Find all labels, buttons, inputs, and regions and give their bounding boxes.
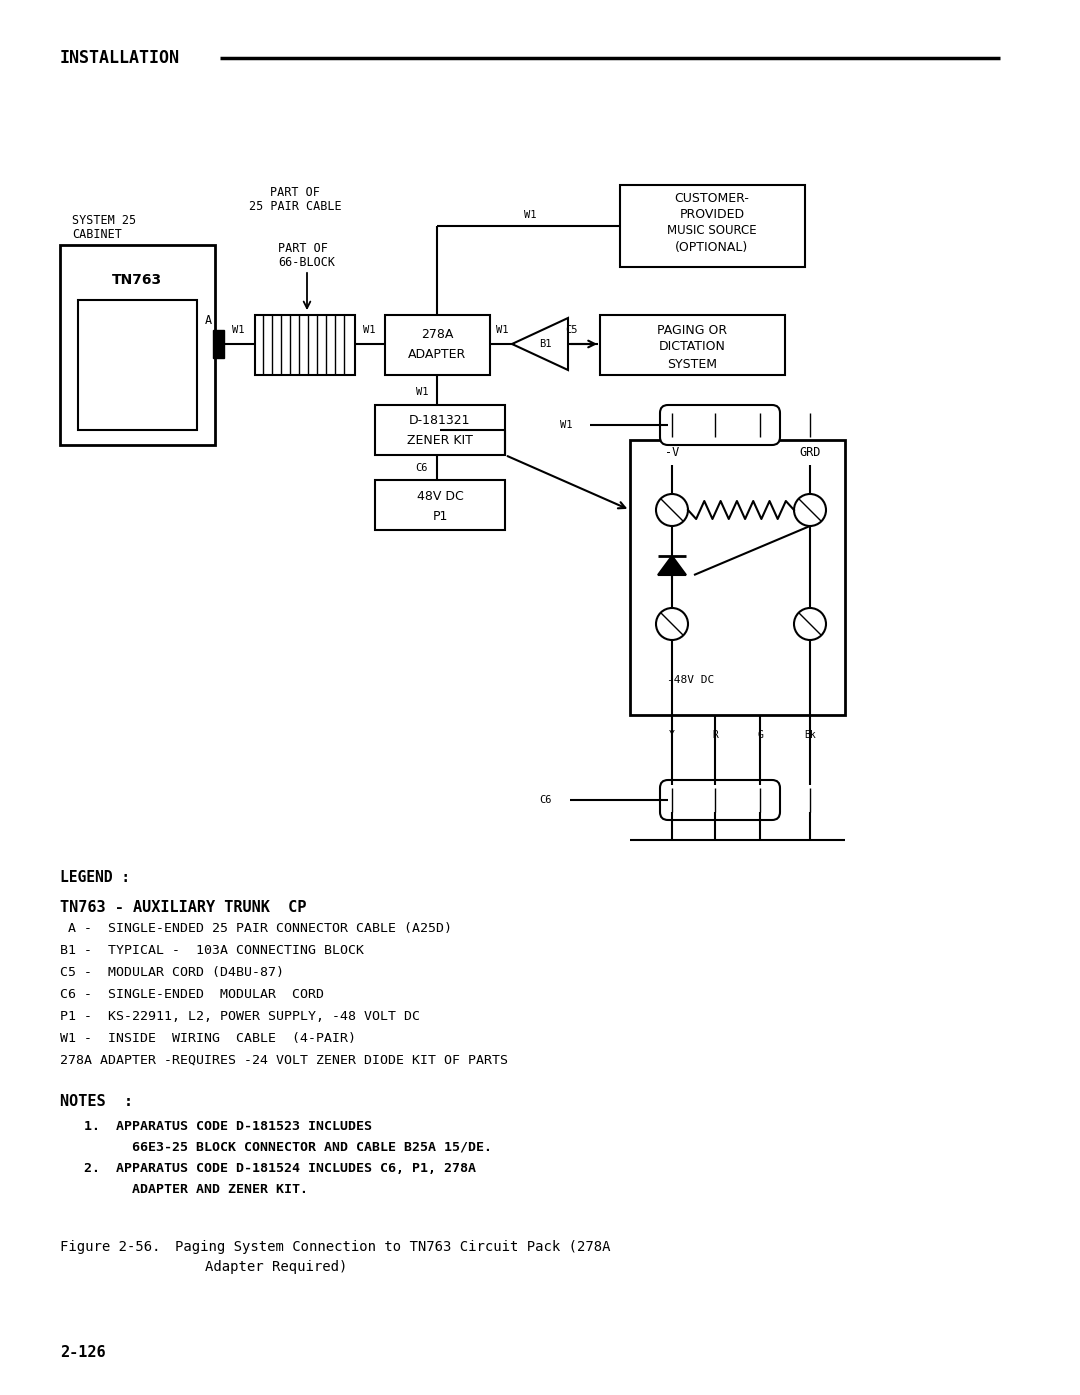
Text: CABINET: CABINET bbox=[72, 229, 122, 241]
Text: 66-BLOCK: 66-BLOCK bbox=[278, 257, 335, 269]
Text: 278A: 278A bbox=[421, 328, 454, 342]
Text: 1.  APPARATUS CODE D-181523 INCLUDES: 1. APPARATUS CODE D-181523 INCLUDES bbox=[60, 1120, 372, 1133]
Bar bbox=[384, 315, 490, 375]
Text: 278A ADAPTER -REQUIRES -24 VOLT ZENER DIODE KIT OF PARTS: 278A ADAPTER -REQUIRES -24 VOLT ZENER DI… bbox=[60, 1055, 508, 1067]
Text: P1 -  KS-22911, L2, POWER SUPPLY, -48 VOLT DC: P1 - KS-22911, L2, POWER SUPPLY, -48 VOL… bbox=[60, 1010, 420, 1023]
Text: ADAPTER: ADAPTER bbox=[408, 349, 467, 361]
Text: -V: -V bbox=[665, 446, 679, 459]
Text: C5 -  MODULAR CORD (D4BU-87): C5 - MODULAR CORD (D4BU-87) bbox=[60, 965, 284, 979]
Text: W1: W1 bbox=[496, 325, 509, 335]
Text: Figure 2-56.: Figure 2-56. bbox=[60, 1240, 161, 1254]
Text: SYSTEM 25: SYSTEM 25 bbox=[72, 213, 136, 226]
Text: -48V DC: -48V DC bbox=[667, 675, 714, 685]
Text: W1: W1 bbox=[561, 420, 572, 430]
Bar bbox=[60, 246, 215, 445]
Bar bbox=[375, 480, 505, 530]
Polygon shape bbox=[512, 318, 568, 370]
Text: Paging System Connection to TN763 Circuit Pack (278A: Paging System Connection to TN763 Circui… bbox=[175, 1240, 610, 1254]
Text: C5: C5 bbox=[565, 325, 577, 335]
Text: Bk: Bk bbox=[805, 730, 815, 739]
Text: P1: P1 bbox=[432, 509, 448, 523]
Text: B1: B1 bbox=[539, 339, 551, 349]
Text: W1: W1 bbox=[363, 325, 375, 335]
Text: NOTES  :: NOTES : bbox=[60, 1094, 133, 1109]
Text: C6: C6 bbox=[416, 463, 429, 473]
FancyBboxPatch shape bbox=[660, 780, 780, 820]
Text: 2.  APPARATUS CODE D-181524 INCLUDES C6, P1, 278A: 2. APPARATUS CODE D-181524 INCLUDES C6, … bbox=[60, 1162, 476, 1175]
Text: A -  SINGLE-ENDED 25 PAIR CONNECTOR CABLE (A25D): A - SINGLE-ENDED 25 PAIR CONNECTOR CABLE… bbox=[60, 922, 453, 935]
Text: Adapter Required): Adapter Required) bbox=[205, 1260, 348, 1274]
Bar bbox=[630, 439, 845, 716]
Text: D-181321: D-181321 bbox=[409, 414, 471, 427]
Text: ADAPTER AND ZENER KIT.: ADAPTER AND ZENER KIT. bbox=[60, 1183, 308, 1196]
Text: W1: W1 bbox=[416, 386, 429, 398]
Text: PAGING OR: PAGING OR bbox=[657, 324, 727, 336]
Text: ZENER KIT: ZENER KIT bbox=[407, 434, 473, 448]
Text: TN763: TN763 bbox=[112, 273, 162, 287]
Text: TN763 - AUXILIARY TRUNK  CP: TN763 - AUXILIARY TRUNK CP bbox=[60, 900, 307, 915]
Text: B1 -  TYPICAL -  103A CONNECTING BLOCK: B1 - TYPICAL - 103A CONNECTING BLOCK bbox=[60, 944, 364, 957]
Text: PART OF: PART OF bbox=[270, 186, 320, 198]
FancyBboxPatch shape bbox=[660, 405, 780, 445]
Polygon shape bbox=[658, 557, 686, 575]
Text: MUSIC SOURCE: MUSIC SOURCE bbox=[667, 225, 757, 237]
Text: PART OF: PART OF bbox=[278, 241, 328, 254]
Text: C6: C6 bbox=[539, 795, 551, 805]
Text: G: G bbox=[757, 730, 762, 739]
Text: 2-126: 2-126 bbox=[60, 1345, 106, 1360]
Text: INSTALLATION: INSTALLATION bbox=[60, 49, 180, 67]
Text: W1 -  INSIDE  WIRING  CABLE  (4-PAIR): W1 - INSIDE WIRING CABLE (4-PAIR) bbox=[60, 1032, 356, 1045]
Text: 48V DC: 48V DC bbox=[417, 490, 463, 502]
Text: W1: W1 bbox=[232, 325, 244, 335]
Bar bbox=[600, 315, 785, 375]
Text: SYSTEM: SYSTEM bbox=[667, 357, 717, 371]
Text: GRD: GRD bbox=[799, 446, 821, 459]
Text: 25 PAIR CABLE: 25 PAIR CABLE bbox=[248, 201, 341, 213]
Text: R: R bbox=[712, 730, 718, 739]
Text: (OPTIONAL): (OPTIONAL) bbox=[675, 240, 748, 254]
Text: CUSTOMER-: CUSTOMER- bbox=[675, 193, 750, 205]
Bar bbox=[375, 405, 505, 455]
Bar bbox=[620, 186, 805, 266]
Text: LEGEND :: LEGEND : bbox=[60, 870, 130, 884]
Text: C6 -  SINGLE-ENDED  MODULAR  CORD: C6 - SINGLE-ENDED MODULAR CORD bbox=[60, 988, 324, 1002]
Text: Y: Y bbox=[670, 730, 675, 739]
Bar bbox=[213, 331, 224, 359]
Text: DICTATION: DICTATION bbox=[659, 340, 726, 353]
Text: 66E3-25 BLOCK CONNECTOR AND CABLE B25A 15/DE.: 66E3-25 BLOCK CONNECTOR AND CABLE B25A 1… bbox=[60, 1141, 492, 1154]
Bar bbox=[255, 315, 355, 375]
Text: PROVIDED: PROVIDED bbox=[679, 208, 744, 222]
Text: A: A bbox=[204, 314, 212, 326]
Text: W1: W1 bbox=[524, 211, 537, 220]
Bar bbox=[78, 300, 197, 430]
